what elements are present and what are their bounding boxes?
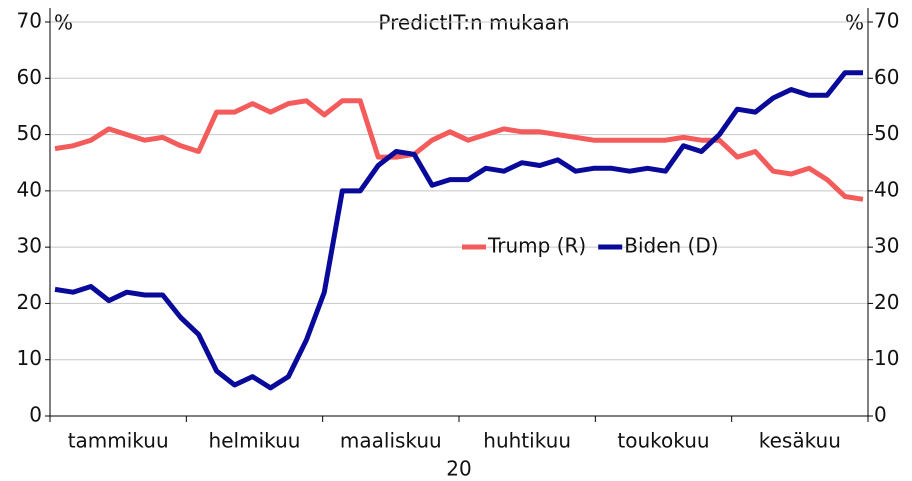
y2-tick-label: 40 — [874, 177, 899, 201]
y-tick-label: 40 — [17, 177, 42, 201]
y2-tick-label: 50 — [874, 121, 899, 145]
x-tick-label: toukokuu — [617, 429, 709, 453]
y-tick-label: 60 — [17, 65, 42, 89]
line-series — [54, 98, 864, 202]
y2-tick-label: 0 — [874, 403, 887, 427]
y-tick-label: 70 — [17, 9, 42, 33]
y-tick-label: 50 — [17, 121, 42, 145]
y-tick-label: 30 — [17, 234, 42, 258]
x-tick-label: helmikuu — [209, 429, 301, 453]
y2-tick-label: 10 — [874, 346, 899, 370]
y-tick-label: 10 — [17, 346, 42, 370]
y2-tick-label: 70 — [874, 9, 899, 33]
x-tick-label: maaliskuu — [340, 429, 442, 453]
x-tick-label: huhtikuu — [483, 429, 571, 453]
legend-label: Biden (D) — [624, 234, 718, 258]
x-tick-label: tammikuu — [68, 429, 169, 453]
x-tick-label: kesäkuu — [759, 429, 841, 453]
y2-tick-label: 20 — [874, 290, 899, 314]
y2-tick-label: 30 — [874, 234, 899, 258]
y-tick-label: 20 — [17, 290, 42, 314]
line-series — [54, 70, 863, 391]
legend-label: Trump (R) — [487, 234, 586, 258]
x-axis-label: 20 — [446, 457, 471, 481]
y-tick-label: 0 — [29, 403, 42, 427]
y2-tick-label: 60 — [874, 65, 899, 89]
